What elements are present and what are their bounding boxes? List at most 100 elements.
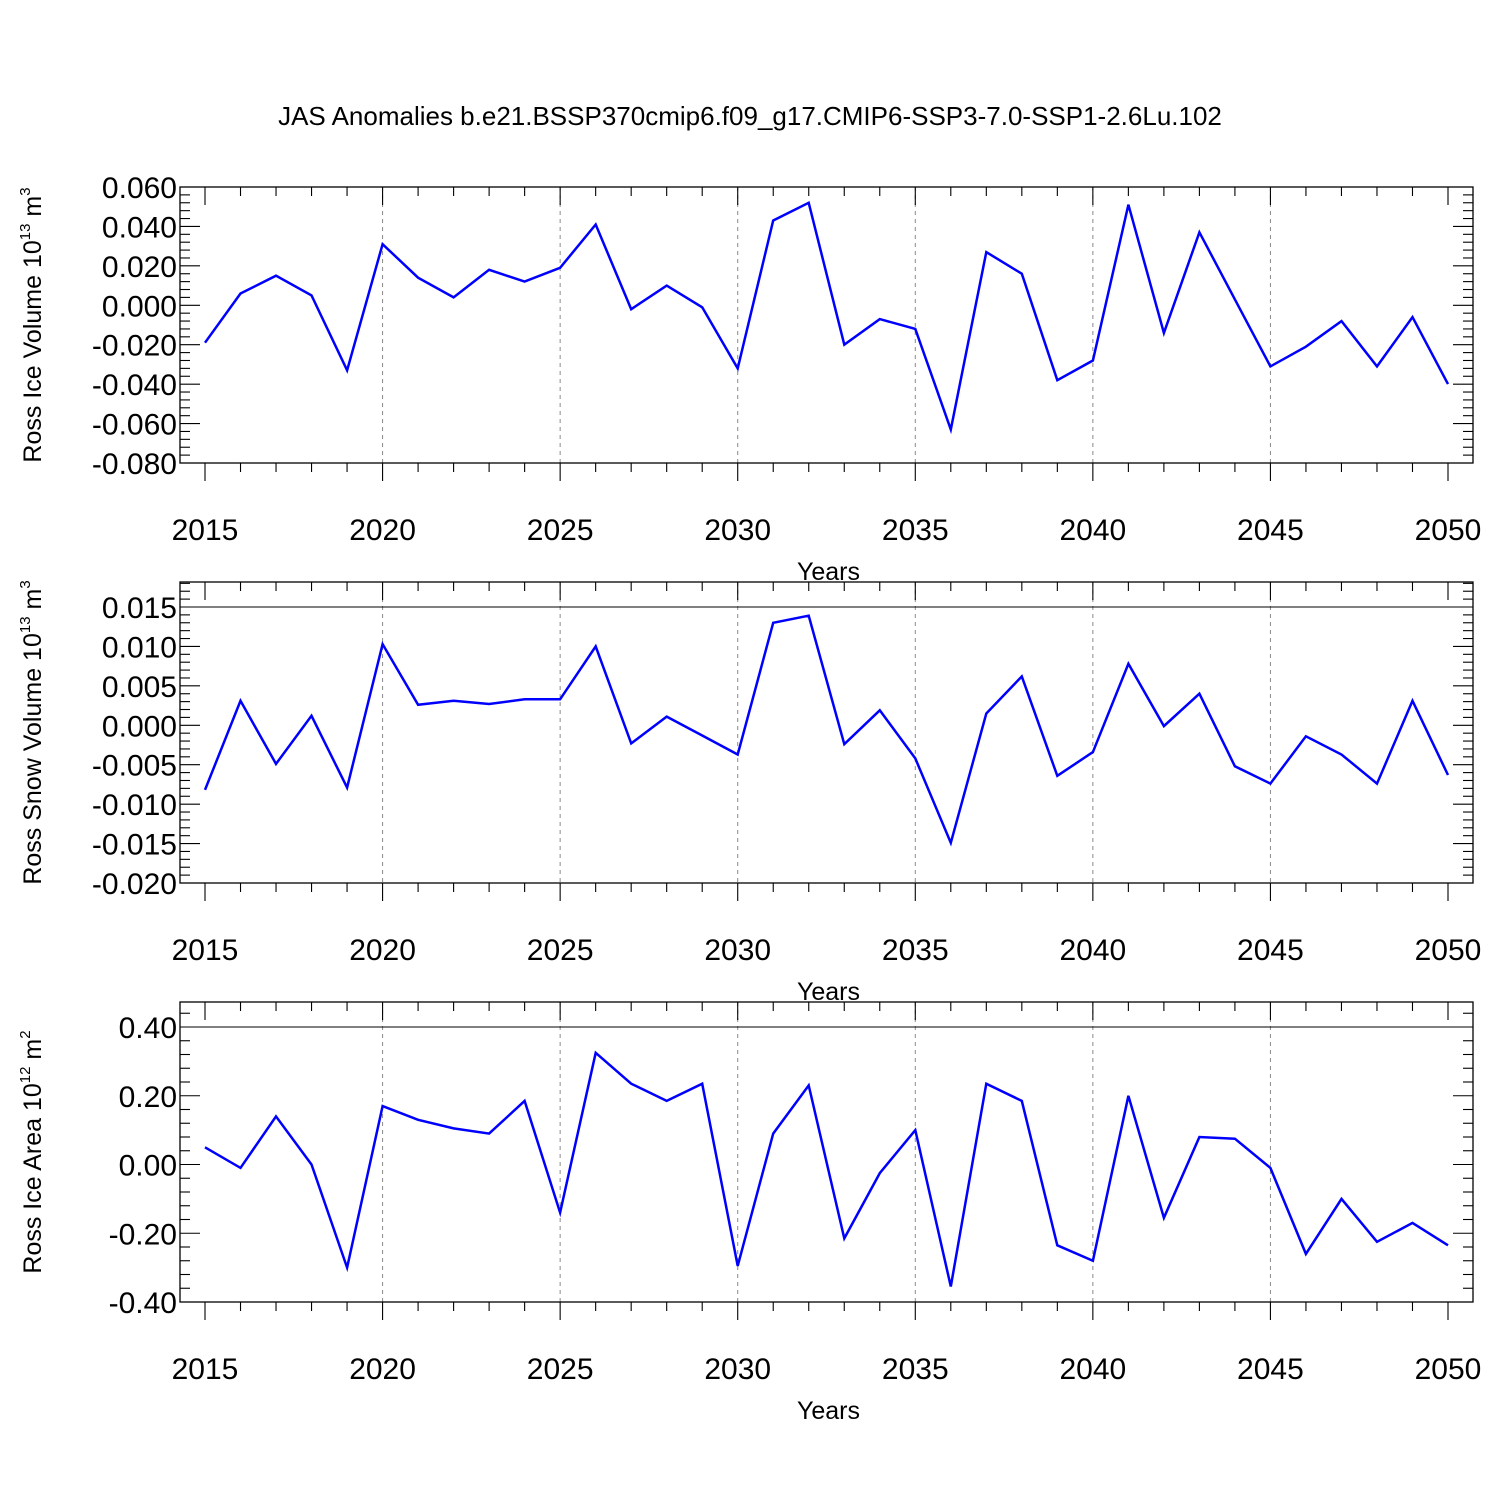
series-line — [203, 200, 1450, 435]
y-tick-label: 0.010 — [102, 631, 177, 664]
data-point — [1446, 773, 1450, 777]
data-point — [984, 712, 988, 716]
x-tick-label: 2015 — [172, 1353, 239, 1386]
data-point — [1446, 1243, 1450, 1247]
data-point — [913, 327, 917, 331]
figure-title: JAS Anomalies b.e21.BSSP370cmip6.f09_g17… — [278, 101, 1222, 131]
data-point — [878, 708, 882, 712]
y-tick-label: -0.020 — [92, 330, 177, 363]
data-point — [274, 274, 278, 278]
x-tick-label: 2030 — [704, 514, 771, 547]
data-point — [310, 1163, 314, 1167]
data-point — [842, 1236, 846, 1240]
data-point — [203, 341, 207, 345]
data-point — [842, 742, 846, 746]
data-point — [1375, 364, 1379, 368]
x-tick-label: 2045 — [1237, 934, 1304, 967]
data-point — [1020, 272, 1024, 276]
x-axis-title: Years — [797, 1397, 860, 1425]
x-tick-label: 2035 — [882, 514, 949, 547]
y-tick-label: 0.005 — [102, 671, 177, 704]
data-point — [345, 1266, 349, 1270]
x-axis-title: Years — [797, 978, 860, 1006]
data-point — [984, 250, 988, 254]
data-point — [274, 762, 278, 766]
data-point — [1162, 331, 1166, 335]
data-point — [700, 1082, 704, 1086]
data-point — [274, 1114, 278, 1118]
data-point — [771, 219, 775, 223]
data-point — [416, 276, 420, 280]
data-point — [736, 1264, 740, 1268]
data-point — [1233, 1137, 1237, 1141]
data-point — [310, 714, 314, 718]
data-point — [381, 642, 385, 646]
data-point — [807, 201, 811, 205]
plot-frame — [179, 1001, 1474, 1303]
data-point — [1268, 782, 1272, 786]
data-point — [1304, 1252, 1308, 1256]
y-axis-title: Ross Ice Volume 1013 m3 — [17, 187, 47, 462]
panel-3: 0.40 0.20 0.00 -0.20 -0.40 2015 2020 2025 2030 20… — [17, 1001, 1481, 1425]
data-point — [558, 1211, 562, 1215]
data-point — [949, 841, 953, 845]
data-point — [452, 1126, 456, 1130]
data-point — [1375, 782, 1379, 786]
x-tick-label: 2015 — [172, 934, 239, 967]
data-point — [1091, 1259, 1095, 1263]
data-point — [416, 1118, 420, 1122]
y-tick-label: -0.060 — [92, 409, 177, 442]
data-point — [771, 621, 775, 625]
data-point — [381, 242, 385, 246]
y-axis-title: Ross Ice Area 1012 m2 — [17, 1030, 47, 1273]
data-point — [1126, 662, 1130, 666]
data-point — [1411, 315, 1415, 319]
data-point — [984, 1082, 988, 1086]
data-point — [1233, 297, 1237, 301]
data-point — [1091, 359, 1095, 363]
data-point — [1055, 1243, 1059, 1247]
y-tick-label: 0.015 — [102, 592, 177, 625]
panel-1: 0.060 0.040 0.020 0.000 -0.020 -0.040 -0.060 -0… — [17, 172, 1481, 586]
x-tick-label: 2040 — [1059, 1353, 1126, 1386]
data-point — [345, 368, 349, 372]
data-point — [416, 703, 420, 707]
y-tick-label: -0.020 — [92, 868, 177, 901]
data-point — [878, 1171, 882, 1175]
data-point — [1411, 699, 1415, 703]
x-tick-label: 2045 — [1237, 514, 1304, 547]
data-point — [1304, 734, 1308, 738]
data-point — [1268, 364, 1272, 368]
data-point — [842, 343, 846, 347]
y-tick-label: -0.040 — [92, 369, 177, 402]
series-line — [203, 614, 1450, 847]
data-point — [807, 614, 811, 618]
y-tick-label: 0.040 — [102, 211, 177, 244]
data-point — [629, 307, 633, 311]
data-point — [1020, 1099, 1024, 1103]
data-point — [629, 1082, 633, 1086]
x-tick-label: 2025 — [527, 1353, 594, 1386]
data-point — [665, 284, 669, 288]
data-point — [700, 305, 704, 309]
data-point — [523, 697, 527, 701]
y-tick-label: 0.060 — [102, 172, 177, 205]
data-point — [913, 756, 917, 760]
series-line — [204, 1050, 1449, 1287]
x-tick-label: 2040 — [1059, 514, 1126, 547]
data-point — [949, 1285, 953, 1289]
x-tick-label: 2025 — [527, 934, 594, 967]
data-point — [452, 699, 456, 703]
data-point — [1091, 750, 1095, 754]
y-tick-label: 0.00 — [119, 1150, 177, 1183]
y-tick-label: -0.40 — [109, 1287, 177, 1320]
y-axis-title: Ross Snow Volume 1013 m3 — [17, 580, 47, 884]
data-point — [523, 1099, 527, 1103]
plot-frame — [179, 581, 1474, 884]
x-tick-label: 2020 — [349, 934, 416, 967]
data-point — [1411, 1221, 1415, 1225]
data-point — [239, 699, 243, 703]
x-tick-label: 2050 — [1415, 934, 1482, 967]
data-point — [700, 734, 704, 738]
data-point — [665, 715, 669, 719]
